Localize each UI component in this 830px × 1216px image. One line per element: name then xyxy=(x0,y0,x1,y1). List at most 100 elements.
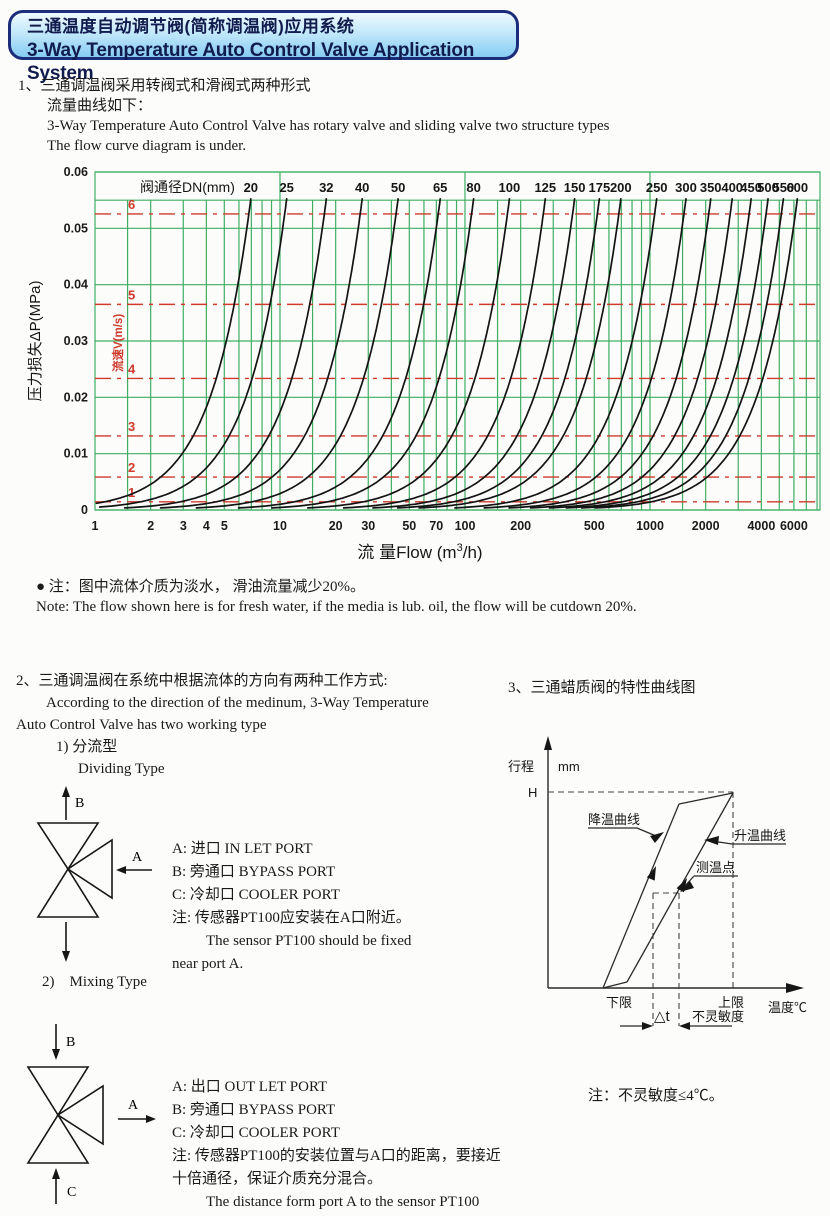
dn-curve-500 xyxy=(565,198,769,509)
mixing-line-b: B: 旁通口 BYPASS PORT xyxy=(172,1102,336,1118)
mixing-port-text: A: 出口 OUT LET PORT B: 旁通口 BYPASS PORT C:… xyxy=(172,1076,502,1216)
port-a-arrowhead xyxy=(116,866,126,874)
heating-direction-arrowhead xyxy=(676,878,687,893)
svg-text:200: 200 xyxy=(510,519,531,533)
mixing-line-note1: 注: 传感器PT100的安装位置与A口的距离，要接近 xyxy=(172,1148,501,1164)
svg-text:3: 3 xyxy=(180,519,187,533)
section1-line2: 流量曲线如下： xyxy=(47,98,153,114)
title-chinese: 三通温度自动调节阀(简称调温阀)应用系统 xyxy=(27,17,355,36)
svg-text:100: 100 xyxy=(455,519,476,533)
svg-text:50: 50 xyxy=(402,519,416,533)
port-b-label: B xyxy=(75,796,84,811)
dn-curve-50 xyxy=(195,198,399,509)
svg-text:25: 25 xyxy=(279,180,293,195)
dn-labels: 20 25 32 40 50 65 80 100 125 150 175 200 250 300 350 40… xyxy=(244,180,809,195)
mixing-type-heading: 2) Mixing Type xyxy=(42,974,147,990)
chart-note-en: Note: The flow shown here is for fresh w… xyxy=(36,599,637,615)
dn-curve-150 xyxy=(372,198,576,509)
dn-curve-25 xyxy=(98,198,288,508)
dn-curve-32 xyxy=(123,198,328,509)
dn-curve-250 xyxy=(454,198,658,509)
svg-text:2: 2 xyxy=(147,519,154,533)
port-b-arrowhead xyxy=(52,1049,60,1060)
dn-curve-175 xyxy=(396,198,601,509)
dividing-port-text: A: 进口 IN LET PORT B: 旁通口 BYPASS PORT C: … xyxy=(172,838,502,976)
svg-text:80: 80 xyxy=(466,180,480,195)
section2-sub1-zh: 1) 分流型 xyxy=(56,739,118,755)
port-a-label: A xyxy=(128,1098,139,1113)
dividing-line-en1: The sensor PT100 should be fixed xyxy=(206,933,412,949)
wax-note: 注：不灵敏度≤4℃。 xyxy=(588,1088,724,1104)
velocity-labels: 1 2 3 4 5 6 xyxy=(128,197,136,500)
port-b-label: B xyxy=(66,1035,75,1050)
svg-text:3: 3 xyxy=(128,419,135,434)
dn-curve-300 xyxy=(483,198,687,509)
svg-text:350: 350 xyxy=(700,180,722,195)
mixing-valve-diagram: B A C xyxy=(26,1024,156,1204)
dn-curve-200 xyxy=(418,198,622,509)
svg-text:250: 250 xyxy=(646,180,668,195)
valve-right-triangle xyxy=(56,1084,104,1146)
valve-right-triangle xyxy=(66,838,113,900)
svg-text:2: 2 xyxy=(128,460,135,475)
chart-note: ● 注：图中流体介质为淡水， 滑油流量减少20%。 Note: The flow… xyxy=(36,577,637,617)
svg-text:0.06: 0.06 xyxy=(64,165,88,179)
dn-curves xyxy=(95,198,799,509)
dn-curve-125 xyxy=(342,198,547,509)
sense-label-leader xyxy=(683,875,695,888)
svg-text:40: 40 xyxy=(355,180,369,195)
title-banner: 三通温度自动调节阀(简称调温阀)应用系统 3-Way Temperature A… xyxy=(8,10,519,84)
svg-text:0.04: 0.04 xyxy=(64,278,88,292)
dividing-line-b: B: 旁通口 BYPASS PORT xyxy=(172,864,336,880)
section1-line4: The flow curve diagram is under. xyxy=(47,138,247,154)
svg-text:50: 50 xyxy=(391,180,405,195)
dn-band-title: 阀通径DN(mm) xyxy=(140,179,235,195)
dn-curve-100 xyxy=(306,198,511,509)
cooling-leader-arrowhead xyxy=(650,832,664,843)
insensitivity-label: 不灵敏度 xyxy=(692,1009,744,1024)
svg-text:0.05: 0.05 xyxy=(64,221,88,235)
svg-text:300: 300 xyxy=(675,180,697,195)
cooling-label-leader xyxy=(636,827,657,837)
y-tick-labels: 0 0.01 0.02 0.03 0.04 0.05 0.06 xyxy=(64,165,88,517)
chart-note-zh: ● 注：图中流体介质为淡水， 滑油流量减少20%。 xyxy=(36,579,366,595)
svg-text:1: 1 xyxy=(92,519,99,533)
section1-line3: 3-Way Temperature Auto Control Valve has… xyxy=(47,118,610,134)
dn-curve-400 xyxy=(529,198,734,509)
valve-bottom-triangle xyxy=(26,1113,90,1164)
mixing-line-en1: The distance form port A to the sensor P… xyxy=(206,1194,480,1210)
svg-text:20: 20 xyxy=(244,180,258,195)
valve-top-triangle xyxy=(36,822,100,871)
dividing-line-c: C: 冷却口 COOLER PORT xyxy=(172,887,340,903)
dividing-valve-diagram: B A xyxy=(36,786,152,962)
svg-text:600: 600 xyxy=(786,180,808,195)
velocity-axis-label: 流速V(m/s) xyxy=(111,314,125,372)
svg-text:450: 450 xyxy=(740,180,762,195)
section2-line3: Auto Control Valve has two working type xyxy=(16,717,267,733)
lower-limit-label: 下限 xyxy=(606,995,632,1010)
port-c-arrowhead xyxy=(52,1168,60,1179)
svg-text:6000: 6000 xyxy=(780,519,808,533)
dn-curve-600 xyxy=(594,198,799,509)
svg-text:150: 150 xyxy=(564,180,586,195)
temperature-axis-label: 温度℃ xyxy=(768,1000,807,1015)
mixing-line-c: C: 冷却口 COOLER PORT xyxy=(172,1125,340,1141)
section2-sub1-en: Dividing Type xyxy=(78,761,165,777)
valve-bottom-triangle xyxy=(36,867,100,918)
stroke-axis-label: 行程 xyxy=(508,759,534,774)
port-c-label: C xyxy=(67,1185,76,1200)
port-c-arrowhead xyxy=(62,951,70,962)
dn-curve-450 xyxy=(548,198,752,509)
svg-text:400: 400 xyxy=(721,180,743,195)
port-a-arrowhead xyxy=(146,1115,156,1123)
dn-curve-550 xyxy=(580,198,785,509)
heating-curve-label: 升温曲线 xyxy=(734,828,786,843)
valve-top-triangle xyxy=(26,1066,90,1117)
dividing-line-note: 注: 传感器PT100应安装在A口附近。 xyxy=(172,910,411,926)
x-tick-labels: 1 2 3 4 5 10 20 30 50 70 100 200 500 1000 2000 4000 6000 xyxy=(92,519,808,533)
svg-text:32: 32 xyxy=(319,180,333,195)
section1-line1: 1、三通调温阀采用转阀式和滑阀式两种形式 xyxy=(18,78,311,94)
section2-line1: 2、三通调温阀在系统中根据流体的方向有两种工作方式: xyxy=(16,673,388,689)
stroke-unit-label: mm xyxy=(558,759,580,774)
